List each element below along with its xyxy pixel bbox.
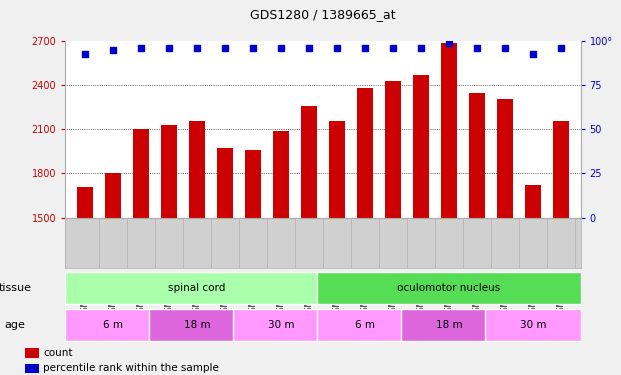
Point <box>248 45 258 51</box>
Point <box>192 45 202 51</box>
Bar <box>65 272 329 304</box>
Bar <box>357 88 373 375</box>
Point <box>500 45 510 51</box>
Bar <box>217 148 233 375</box>
Bar <box>65 309 160 341</box>
Text: 18 m: 18 m <box>184 320 210 330</box>
Bar <box>413 75 428 375</box>
Bar <box>149 309 245 341</box>
Point <box>444 40 454 46</box>
Point <box>556 45 566 51</box>
Bar <box>553 121 569 375</box>
Text: GDS1280 / 1389665_at: GDS1280 / 1389665_at <box>250 8 396 21</box>
Bar <box>245 150 261 375</box>
Bar <box>317 272 581 304</box>
Bar <box>486 309 581 341</box>
Text: percentile rank within the sample: percentile rank within the sample <box>43 363 219 373</box>
Text: 30 m: 30 m <box>520 320 546 330</box>
Bar <box>525 185 541 375</box>
Bar <box>25 348 39 358</box>
Point <box>304 45 314 51</box>
Bar <box>301 106 317 375</box>
Point <box>220 45 230 51</box>
Point <box>528 51 538 57</box>
Bar <box>273 131 289 375</box>
Text: 6 m: 6 m <box>355 320 375 330</box>
Bar <box>317 309 412 341</box>
Point <box>388 45 398 51</box>
Point <box>360 45 370 51</box>
Bar <box>105 174 120 375</box>
Point <box>416 45 426 51</box>
Bar <box>133 129 148 375</box>
Text: 18 m: 18 m <box>436 320 462 330</box>
Point <box>332 45 342 51</box>
Point <box>472 45 482 51</box>
Bar <box>469 93 485 375</box>
Point <box>164 45 174 51</box>
Text: oculomotor nucleus: oculomotor nucleus <box>397 283 501 293</box>
Bar <box>161 125 176 375</box>
Bar <box>329 121 345 375</box>
Bar <box>233 309 329 341</box>
Point <box>108 47 118 53</box>
Point <box>80 51 90 57</box>
Bar <box>25 364 39 374</box>
Bar <box>77 187 93 375</box>
Bar <box>442 43 456 375</box>
Text: 30 m: 30 m <box>268 320 294 330</box>
Text: 6 m: 6 m <box>103 320 123 330</box>
Bar <box>401 309 497 341</box>
Bar <box>497 99 513 375</box>
Point <box>136 45 146 51</box>
Bar <box>189 121 204 375</box>
Text: tissue: tissue <box>0 283 31 293</box>
Text: count: count <box>43 348 73 358</box>
Point <box>276 45 286 51</box>
Text: spinal cord: spinal cord <box>168 283 225 293</box>
Bar <box>385 81 401 375</box>
Text: age: age <box>4 320 25 330</box>
